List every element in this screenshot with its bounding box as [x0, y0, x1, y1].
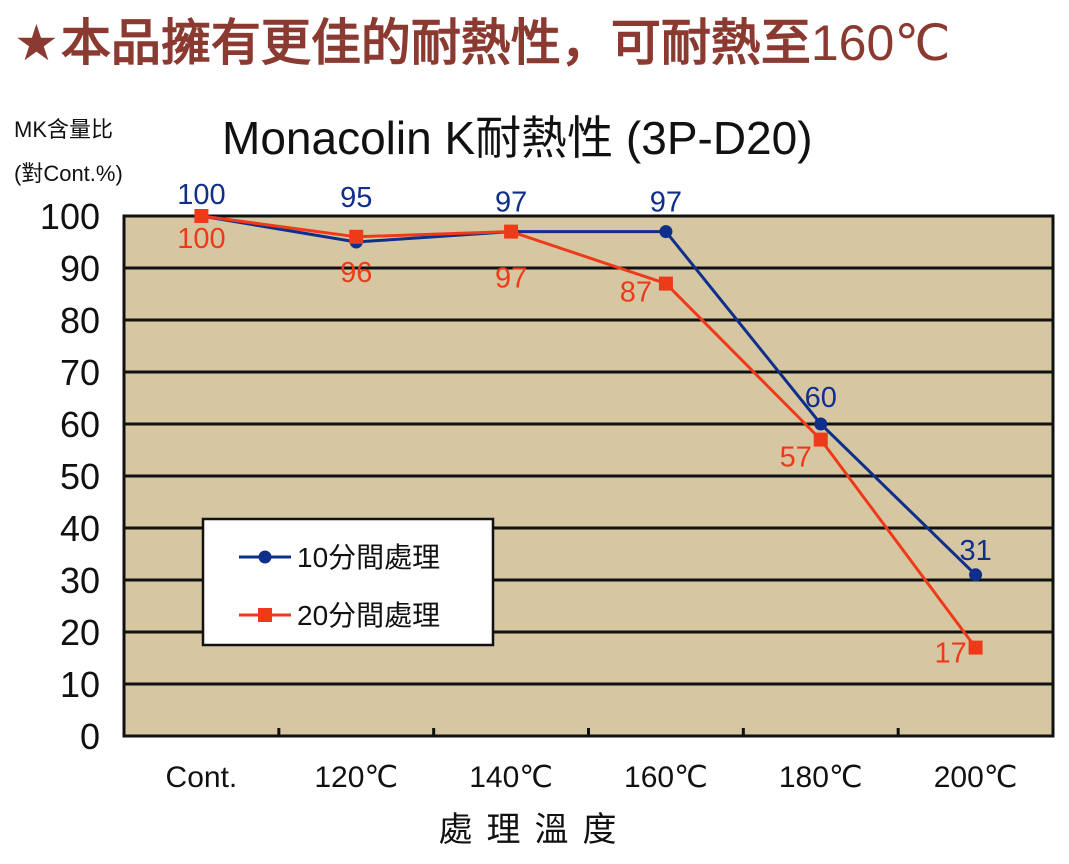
y-tick-label: 50 [60, 456, 100, 497]
chart-title: Monacolin K耐熱性 (3P-D20) [222, 112, 813, 164]
x-tick-label: 140℃ [469, 761, 553, 794]
data-label-series-1: 97 [650, 187, 682, 219]
y-axis-label-line-1: MK含量比 [14, 117, 114, 142]
series-2-point [504, 224, 519, 239]
series-1-point [814, 417, 828, 431]
data-label-series-1: 97 [495, 187, 527, 219]
series-line-2 [201, 214, 977, 649]
legend-box [201, 517, 495, 647]
x-tick-label: 180℃ [779, 761, 863, 794]
y-tick-label: 70 [60, 352, 100, 393]
legend-label-1: 10分間處理 [297, 542, 440, 573]
x-tick-label: 120℃ [314, 761, 398, 794]
y-tick-label: 10 [60, 664, 100, 705]
x-tick-label: Cont. [166, 761, 238, 794]
headline-text: 本品擁有更佳的耐熱性，可耐熱至 [60, 15, 811, 71]
legend-marker-square [258, 608, 272, 622]
data-label-series-1: 95 [340, 182, 372, 214]
x-axis-label: 處理溫度 [438, 811, 631, 849]
data-label-series-2: 100 [177, 223, 225, 255]
data-label-series-1: 60 [805, 382, 837, 414]
y-tick-label: 90 [60, 248, 100, 289]
y-tick-label: 0 [80, 716, 100, 757]
data-label-series-2: 97 [495, 263, 527, 295]
data-label-series-2: 17 [934, 638, 966, 670]
y-tick-label: 20 [60, 612, 100, 653]
data-label-series-2: 57 [780, 442, 812, 474]
y-tick-label: 30 [60, 560, 100, 601]
series-2-point [194, 209, 209, 223]
x-tick-label: 160℃ [624, 761, 708, 794]
legend-label-2: 20分間處理 [297, 600, 440, 631]
y-tick-label: 80 [60, 300, 100, 341]
legend-marker-circle [258, 550, 272, 564]
series-2-point [349, 229, 364, 244]
y-tick-label: 40 [60, 508, 100, 549]
star-icon: ★ [14, 15, 59, 71]
series-2-point [813, 432, 828, 447]
y-tick-label: 100 [40, 196, 100, 237]
series-2-point [658, 276, 673, 291]
headline: ★本品擁有更佳的耐熱性，可耐熱至160℃ [14, 8, 950, 78]
data-label-series-1: 31 [959, 535, 991, 567]
x-tick-label: 200℃ [934, 761, 1018, 794]
data-label-series-2: 87 [620, 277, 652, 309]
series-line-1 [201, 214, 977, 576]
data-label-series-2: 96 [340, 257, 372, 289]
y-tick-label: 60 [60, 404, 100, 445]
y-axis-label-line-2: (對Cont.%) [14, 161, 123, 186]
data-label-series-1: 100 [177, 179, 225, 211]
series-1-point [659, 225, 673, 239]
series-2-point [968, 640, 983, 655]
headline-temperature: 160℃ [810, 15, 951, 71]
series-1-point [969, 568, 983, 582]
